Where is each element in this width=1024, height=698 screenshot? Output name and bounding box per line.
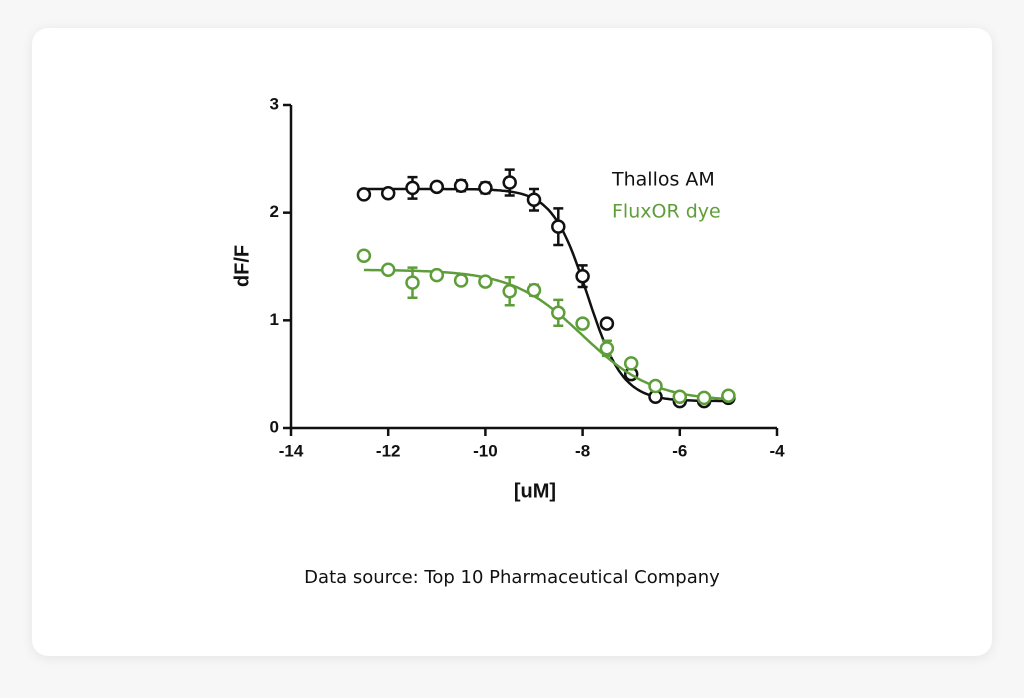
- point: [356, 248, 372, 263]
- point: [721, 388, 736, 403]
- point: [429, 267, 445, 283]
- x-tick-label: -4: [769, 441, 785, 460]
- point: [623, 356, 639, 371]
- point: [478, 274, 493, 289]
- y-tick-label: 1: [270, 310, 279, 329]
- card: [32, 28, 992, 656]
- y-tick-label: 2: [270, 202, 279, 221]
- point: [502, 175, 517, 190]
- x-tick-label: -12: [376, 441, 401, 460]
- y-tick-label: 0: [270, 417, 279, 436]
- point: [502, 284, 517, 299]
- point: [599, 316, 615, 331]
- point: [526, 192, 542, 207]
- x-tick-label: -8: [575, 441, 590, 460]
- x-axis-label: [uM]: [514, 480, 556, 502]
- y-axis-label: dF/F: [231, 245, 253, 287]
- point: [575, 268, 590, 284]
- point: [672, 389, 688, 405]
- point: [453, 178, 469, 193]
- legend-entry: Thallos AM: [611, 169, 715, 191]
- fit-curve: [363, 187, 729, 403]
- point: [526, 282, 542, 298]
- point: [648, 378, 663, 394]
- point: [599, 341, 615, 356]
- x-tick-label: -14: [279, 441, 304, 460]
- point: [380, 262, 396, 277]
- caption: Data source: Top 10 Pharmaceutical Compa…: [304, 567, 720, 588]
- point: [380, 186, 396, 201]
- point: [453, 273, 469, 288]
- point: [405, 180, 420, 196]
- y-tick-label: 3: [270, 94, 279, 113]
- point: [429, 179, 445, 195]
- point: [551, 305, 566, 321]
- fit-curve: [363, 268, 729, 401]
- point: [575, 316, 590, 331]
- point: [356, 187, 372, 202]
- legend-entry: FluxOR dye: [612, 201, 721, 223]
- x-tick-label: -6: [672, 441, 687, 460]
- point: [551, 219, 566, 234]
- point: [696, 390, 712, 406]
- point: [478, 180, 493, 196]
- x-tick-label: -10: [473, 441, 498, 460]
- point: [405, 275, 420, 290]
